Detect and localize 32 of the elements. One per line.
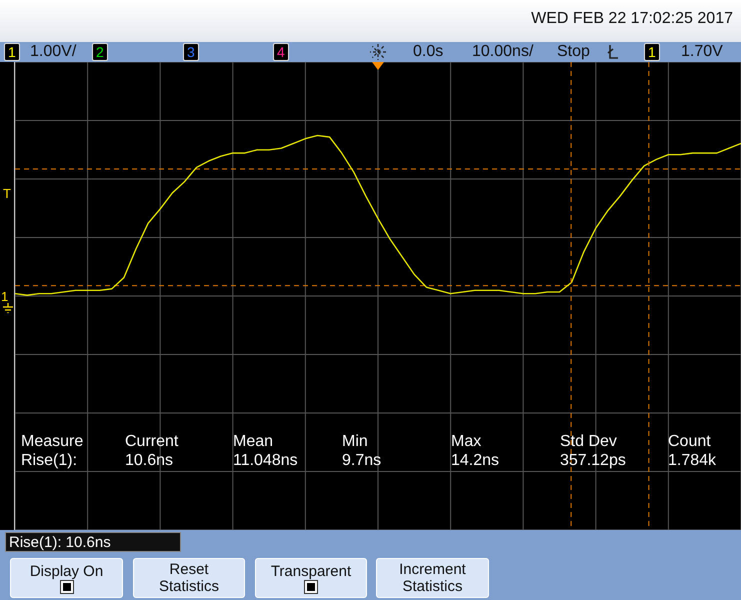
- text: Transparent: [270, 562, 352, 580]
- text: 9.7ns: [342, 452, 382, 470]
- text: Measure: [21, 433, 84, 451]
- text: 357.12ps: [560, 452, 626, 470]
- text: Increment Statistics: [398, 561, 467, 595]
- text: 3: [183, 43, 199, 61]
- text: Display On: [30, 562, 104, 580]
- text: 4: [273, 43, 289, 61]
- text: 0.0s: [413, 43, 444, 61]
- text: 2: [92, 43, 108, 61]
- text: Max: [451, 433, 482, 451]
- text: 1.00V/: [30, 43, 76, 61]
- text: 1.70V: [681, 43, 723, 61]
- text: Current: [125, 433, 178, 451]
- text: Rise(1):: [21, 452, 78, 470]
- text: Min: [342, 433, 368, 451]
- text: Reset Statistics: [158, 561, 220, 595]
- text: Count: [668, 433, 711, 451]
- text: Rise(1): 10.6ns: [5, 532, 181, 552]
- text: 1: [1, 289, 8, 304]
- text: 1: [644, 43, 660, 61]
- text: T: [3, 186, 11, 201]
- text: 10.00ns/: [472, 43, 534, 61]
- text: Mean: [233, 433, 274, 451]
- text: WED FEB 22 17:02:25 2017: [531, 10, 733, 28]
- text: Stop: [557, 43, 590, 61]
- text: 1.784k: [668, 452, 716, 470]
- text: 10.6ns: [125, 452, 174, 470]
- text: 14.2ns: [451, 452, 500, 470]
- text: 11.048ns: [233, 452, 298, 470]
- text: 1: [4, 43, 20, 61]
- text: Std Dev: [560, 433, 617, 451]
